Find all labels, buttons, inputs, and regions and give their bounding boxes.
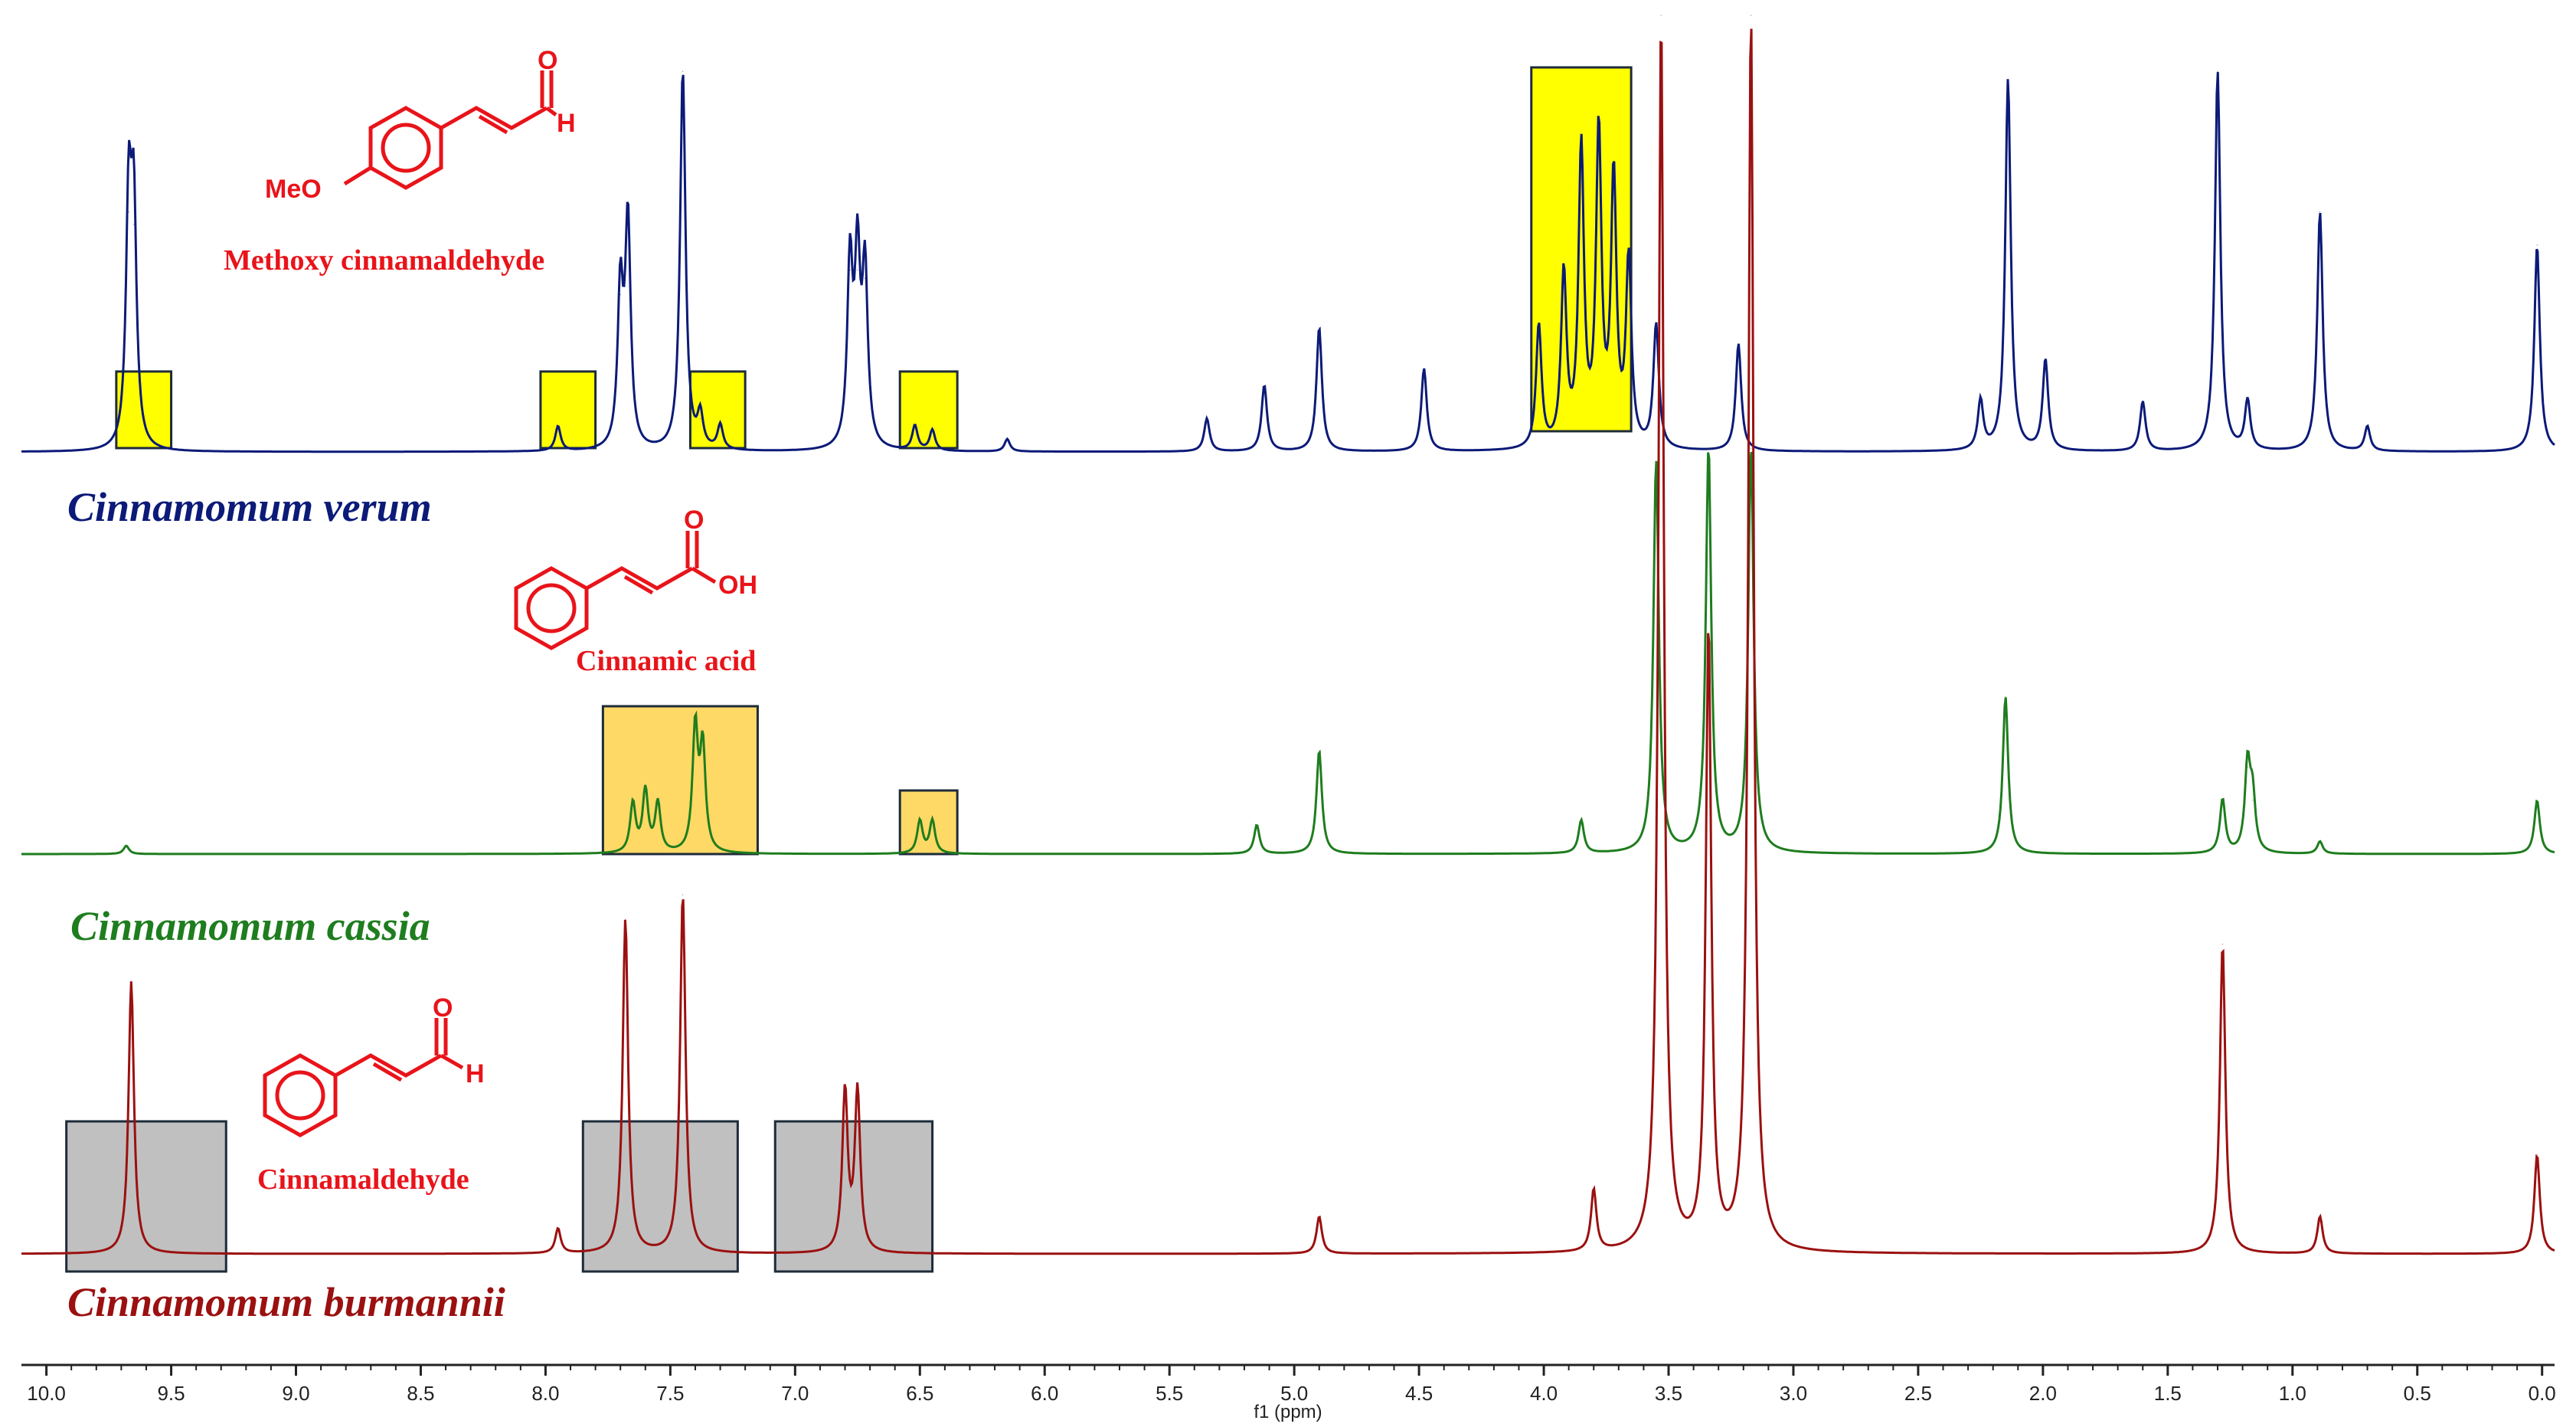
- peak-point-0-18: [1538, 327, 1539, 329]
- atom-oh: OH: [718, 571, 757, 600]
- atom-o-3: O: [433, 993, 453, 1023]
- peak-point-0-26: [1979, 401, 1981, 403]
- x-tick-label: 4.0: [1530, 1382, 1558, 1405]
- propenoic-chain: [585, 566, 694, 591]
- x-tick-label: 8.0: [531, 1382, 559, 1405]
- x-tick-label: 9.5: [157, 1382, 185, 1405]
- peak-point-0-23: [1628, 265, 1630, 267]
- aromatic-circle-2: [526, 583, 577, 633]
- hydroxyl-bond: [691, 566, 717, 584]
- highlight-region-7: [898, 789, 959, 856]
- atom-o-1: O: [538, 46, 557, 75]
- x-tick-label: 6.0: [1031, 1382, 1058, 1405]
- highlight-region-2: [539, 370, 597, 450]
- peak-point-1-16: [2247, 767, 2248, 768]
- double-bond-2: [623, 574, 654, 595]
- x-tick-label: 2.5: [1904, 1382, 1932, 1405]
- series-label-verum: Cinnamomum verum: [67, 484, 432, 530]
- spectrum-line-cinnamomum-verum: [21, 72, 2555, 453]
- x-tick-label: 1.0: [2279, 1382, 2306, 1405]
- double-bond-1: [478, 114, 508, 135]
- x-tick-label: 5.0: [1280, 1382, 1308, 1405]
- highlight-region-9: [581, 1120, 739, 1273]
- atom-o-2: O: [684, 506, 704, 535]
- x-tick-label: 2.0: [2029, 1382, 2057, 1405]
- peak-point-0-31: [2247, 401, 2248, 403]
- x-tick-label: 4.5: [1405, 1382, 1433, 1405]
- x-axis-ticks: 10.0 9.5 9.0 8.5 8.0 7.5 7.0 6.5 6.0 5.5 5.0 4.5 4.0…: [27, 1365, 2556, 1405]
- x-tick-label: 6.5: [906, 1382, 933, 1405]
- peak-point-0-4: [627, 224, 629, 225]
- compound-label-cinnamic-acid: Cinnamic acid: [576, 645, 756, 677]
- peak-point-2-9: [1708, 634, 1709, 635]
- x-tick-label: 3.0: [1780, 1382, 1807, 1405]
- peak-point-2-2: [625, 918, 626, 920]
- peak-point-0-13: [1006, 439, 1008, 440]
- peak-point-0-5: [682, 70, 684, 72]
- methoxy-bond: [343, 165, 372, 186]
- highlight-region-8: [65, 1120, 227, 1273]
- aldehyde-h-bond-3: [440, 1053, 464, 1070]
- peak-point-2-5: [857, 1092, 858, 1094]
- propenal-chain-3: [334, 1053, 443, 1078]
- structure-cinnamaldehyde: [263, 1018, 464, 1137]
- peak-point-0-1: [133, 224, 135, 225]
- peak-point-0-25: [1737, 344, 1739, 345]
- atom-h-1: H: [557, 109, 576, 138]
- peak-point-1-4: [695, 729, 696, 731]
- peak-point-1-2: [645, 791, 646, 793]
- peak-point-0-22: [1613, 182, 1614, 184]
- peak-point-0-34: [2536, 244, 2538, 246]
- series-label-burmannii: Cinnamomum burmannii: [67, 1279, 505, 1325]
- aldehyde-h-bond-1: [545, 106, 557, 116]
- peak-point-1-18: [2319, 841, 2321, 843]
- peak-point-2-8: [1660, 15, 1662, 16]
- structure-cinnamic-acid: [514, 531, 717, 650]
- spectra-traces: [21, 15, 2555, 1255]
- peak-point-2-13: [2536, 1154, 2538, 1156]
- aromatic-circle-1: [381, 123, 431, 173]
- x-tick-label: 5.5: [1156, 1382, 1183, 1405]
- highlight-region-5: [1530, 66, 1633, 433]
- peak-point-1-3: [657, 804, 659, 805]
- x-tick-label: 0.5: [2404, 1382, 2431, 1405]
- compound-label-methoxy-cinnamaldehyde: Methoxy cinnamaldehyde: [224, 244, 544, 277]
- peak-point-2-0: [130, 980, 132, 982]
- peak-point-0-6: [700, 418, 701, 420]
- spectrum-line-cinnamomum-burmannii: [21, 28, 2555, 1255]
- peak-point-0-3: [619, 294, 621, 296]
- structure-methoxy-cinnamaldehyde: [343, 70, 557, 190]
- spectrum-line-cinnamomum-cassia: [21, 451, 2555, 856]
- x-tick-label: 7.0: [781, 1382, 809, 1405]
- compound-label-cinnamaldehyde: Cinnamaldehyde: [257, 1164, 469, 1196]
- highlight-region-4: [898, 370, 959, 450]
- peak-point-1-7: [932, 820, 933, 822]
- series-label-cassia: Cinnamomum cassia: [70, 903, 430, 949]
- highlight-regions: [65, 66, 1633, 1273]
- peak-point-0-32: [2319, 211, 2321, 213]
- x-tick-label: 0.0: [2529, 1382, 2556, 1405]
- peak-point-1-12: [1708, 448, 1709, 450]
- highlight-region-6: [601, 705, 759, 856]
- peak-point-0-28: [2045, 360, 2046, 362]
- highlight-region-1: [115, 370, 173, 450]
- x-tick-label: 8.5: [407, 1382, 434, 1405]
- peak-point-0-21: [1598, 137, 1600, 139]
- x-tick-label: 1.5: [2154, 1382, 2182, 1405]
- x-axis-title: f1 (ppm): [1254, 1402, 1322, 1422]
- x-tick-label: 10.0: [27, 1382, 66, 1405]
- peak-point-0-12: [932, 430, 933, 432]
- peak-point-0-14: [1206, 418, 1208, 420]
- x-tick-label: 7.5: [656, 1382, 684, 1405]
- double-bond-3: [372, 1062, 403, 1082]
- peak-point-2-12: [2319, 1216, 2321, 1217]
- x-tick-label: 9.0: [282, 1382, 309, 1405]
- atom-meo: MeO: [265, 175, 322, 204]
- atom-h-3: H: [466, 1059, 485, 1088]
- aromatic-circle-3: [275, 1070, 325, 1121]
- peak-point-0-15: [1263, 385, 1265, 387]
- x-tick-label: 3.5: [1655, 1382, 1682, 1405]
- propenal-chain-1: [440, 106, 548, 130]
